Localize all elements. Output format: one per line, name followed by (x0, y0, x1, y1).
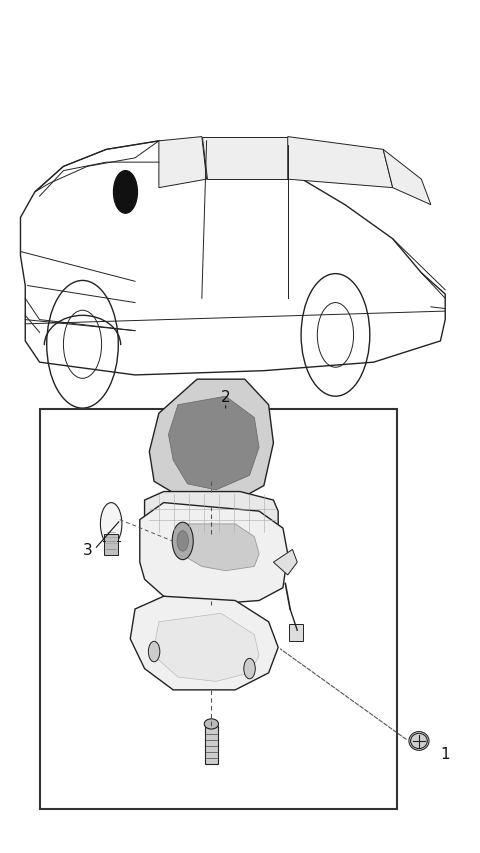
Polygon shape (288, 137, 393, 189)
Circle shape (244, 659, 255, 679)
Polygon shape (383, 150, 431, 206)
Text: 1: 1 (440, 746, 450, 762)
FancyBboxPatch shape (289, 624, 303, 641)
Text: 3: 3 (83, 543, 92, 557)
Circle shape (114, 171, 137, 214)
Polygon shape (144, 492, 278, 535)
Ellipse shape (204, 719, 218, 729)
Polygon shape (159, 137, 206, 189)
Circle shape (172, 523, 193, 560)
Polygon shape (188, 525, 259, 571)
Circle shape (177, 531, 189, 552)
Polygon shape (274, 550, 297, 575)
Polygon shape (154, 613, 259, 682)
Ellipse shape (100, 503, 122, 546)
Circle shape (148, 641, 160, 662)
Polygon shape (130, 596, 278, 690)
Polygon shape (140, 503, 288, 605)
FancyBboxPatch shape (204, 727, 218, 764)
FancyBboxPatch shape (105, 535, 118, 555)
Polygon shape (202, 137, 288, 180)
Ellipse shape (410, 734, 427, 749)
Text: 2: 2 (221, 389, 230, 404)
Polygon shape (149, 380, 274, 508)
Polygon shape (168, 397, 259, 490)
